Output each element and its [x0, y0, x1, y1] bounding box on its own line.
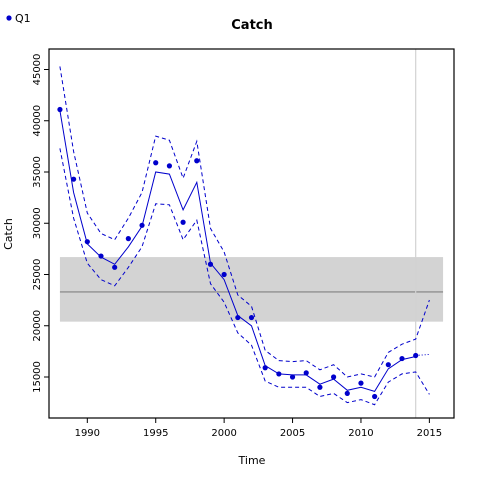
data-point-2008 [330, 374, 337, 380]
axis-layer: 1990 1995 2000 2005 2010 2015 15000 20000 25000 3… [32, 54, 442, 439]
series-layer [57, 66, 430, 406]
data-point-1995 [153, 160, 159, 166]
series-line-dotted [415, 353, 430, 356]
data-point-1999 [207, 261, 214, 267]
y-tick-label-20000: 20000 [32, 310, 43, 342]
y-tick-label-40000: 40000 [32, 105, 43, 137]
x-tick-label-2000: 2000 [211, 428, 236, 439]
y-tick-label-45000: 45000 [32, 54, 43, 86]
data-point-2013 [399, 355, 405, 362]
data-point-2006 [303, 370, 309, 376]
data-point-1988 [57, 106, 63, 113]
legend-marker-q1 [6, 15, 12, 21]
data-point-2002 [248, 314, 255, 321]
series-line-dashed-upper [59, 66, 430, 378]
data-point-2007 [317, 384, 323, 390]
y-axis-title: Catch [2, 218, 15, 250]
x-tick-label-2015: 2015 [417, 428, 442, 439]
data-point-2000 [221, 271, 227, 278]
legend: Q1 [6, 12, 31, 25]
data-point-1992 [112, 264, 118, 270]
y-tick-label-15000: 15000 [32, 361, 43, 393]
y-tick-label-35000: 35000 [32, 156, 43, 188]
x-tick-label-2010: 2010 [348, 428, 373, 439]
data-point-2005 [289, 374, 296, 380]
plot-frame [48, 48, 455, 419]
data-point-2010 [358, 380, 364, 386]
y-tick-label-30000: 30000 [32, 207, 43, 239]
data-point-1989 [71, 176, 77, 182]
series-line-dashed-lower [59, 148, 430, 406]
chart-title: Catch [231, 18, 273, 33]
y-tick-label-25000: 25000 [32, 259, 43, 291]
legend-label-q1: Q1 [15, 12, 31, 25]
data-point-1998 [194, 158, 200, 164]
data-point-2012 [385, 362, 391, 368]
series-line-solid [59, 110, 416, 392]
data-point-2009 [344, 390, 350, 396]
data-point-1996 [166, 163, 173, 169]
x-tick-label-2005: 2005 [280, 428, 305, 439]
data-point-1993 [125, 236, 131, 242]
reference-band [59, 257, 444, 322]
x-tick-label-1990: 1990 [75, 428, 100, 439]
reference-band-layer [59, 49, 444, 418]
data-point-2011 [372, 393, 378, 400]
x-axis-title: Time [238, 454, 266, 467]
data-point-1997 [180, 219, 186, 225]
x-tick-label-1995: 1995 [143, 428, 168, 439]
